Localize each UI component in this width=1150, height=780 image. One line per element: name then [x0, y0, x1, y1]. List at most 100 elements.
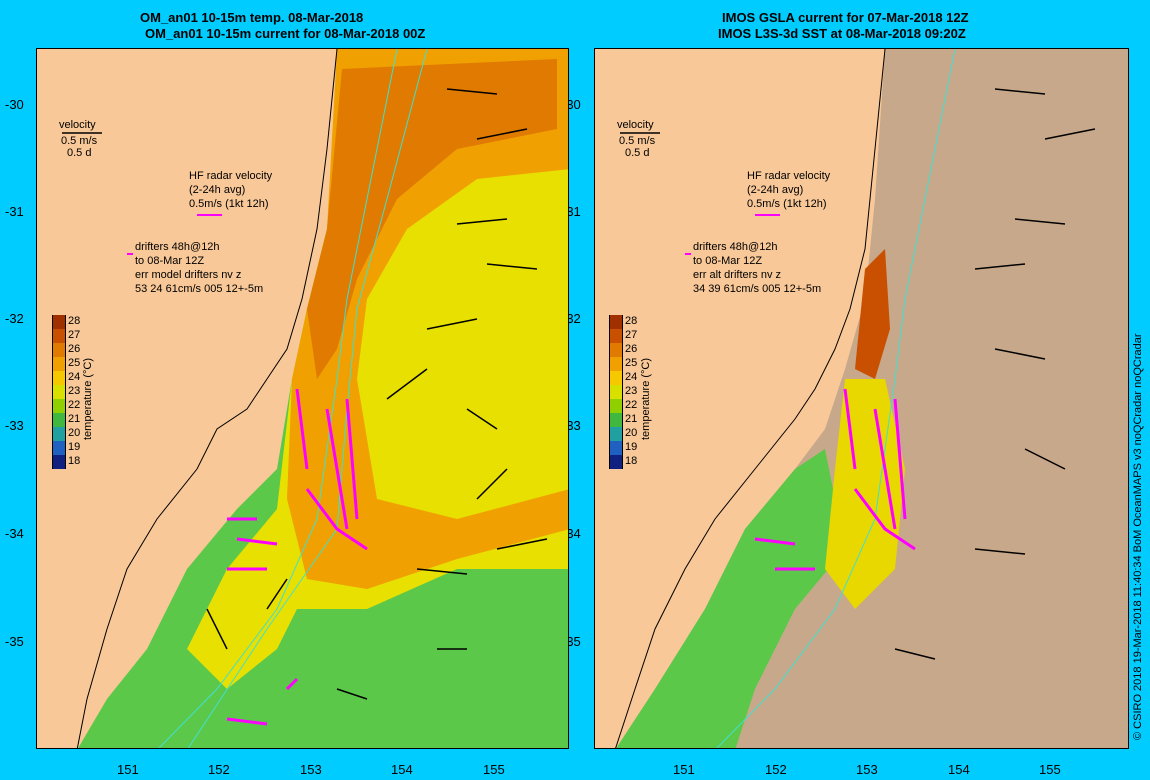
colorbar-swatch — [52, 357, 66, 371]
colorbar-label: 25 — [68, 357, 81, 369]
colorbar-label: 26 — [68, 343, 81, 355]
right-colorbar: 28 27 26 25 24 23 22 21 20 19 18 — [609, 315, 637, 469]
colorbar-label: 21 — [625, 413, 638, 425]
right-map-canvas — [595, 49, 1128, 748]
contour-line — [716, 49, 956, 748]
drifters-line3: err model drifters nv z — [135, 269, 242, 281]
drifters-line2: to 08-Mar 12Z — [693, 255, 763, 267]
hf-title: HF radar velocity — [189, 170, 273, 182]
ocean-green — [616, 449, 845, 748]
colorbar-label: 22 — [68, 399, 81, 411]
lon-label: 153 — [856, 762, 878, 777]
left-map-panel[interactable]: velocity 0.5 m/s 0.5 d HF radar velocity… — [36, 48, 569, 749]
credit-text: © CSIRO 2018 19-Mar-2018 11:40:34 BoM Oc… — [1132, 333, 1144, 740]
colorbar-label: 27 — [68, 329, 81, 341]
colorbar-label: 24 — [68, 371, 81, 383]
colorbar-swatch — [609, 371, 623, 385]
colorbar-label: 28 — [625, 315, 638, 327]
velocity-arrows — [206, 88, 548, 700]
velocity-label: velocity — [617, 119, 654, 131]
coastline — [76, 49, 338, 748]
drifters-line4: 53 24 61cm/s 005 12+-5m — [135, 283, 264, 295]
colorbar-label: 26 — [625, 343, 638, 355]
colorbar-swatch — [609, 315, 623, 329]
colorbar-label: 27 — [625, 329, 638, 341]
colorbar-swatch — [609, 413, 623, 427]
left-title-line2: OM_an01 10-15m current for 08-Mar-2018 0… — [145, 26, 426, 41]
hf-avg: (2-24h avg) — [189, 184, 246, 196]
colorbar-swatch — [52, 399, 66, 413]
lon-label: 154 — [391, 762, 413, 777]
drifters-line1: drifters 48h@12h — [135, 241, 220, 253]
coastline — [615, 49, 886, 748]
hf-scale: 0.5m/s (1kt 12h) — [747, 198, 827, 210]
drifters-line1: drifters 48h@12h — [693, 241, 778, 253]
lon-label: 151 — [117, 762, 139, 777]
right-map-panel[interactable]: velocity 0.5 m/s 0.5 d HF radar velocity… — [594, 48, 1129, 749]
lat-label: -32 — [5, 311, 24, 326]
velocity-days: 0.5 d — [625, 147, 650, 159]
ocean-hot — [855, 249, 890, 379]
lon-label: 153 — [300, 762, 322, 777]
right-colorbar-title: temperature (°C) — [640, 357, 652, 440]
colorbar-label: 21 — [68, 413, 81, 425]
lat-label: -31 — [5, 204, 24, 219]
ocean-hot — [307, 59, 557, 379]
colorbar-swatch — [52, 427, 66, 441]
lon-label: 152 — [765, 762, 787, 777]
colorbar-swatch — [52, 371, 66, 385]
colorbar-swatch — [52, 385, 66, 399]
velocity-days: 0.5 d — [67, 147, 92, 159]
lon-label: 151 — [673, 762, 695, 777]
contour-line — [158, 49, 398, 748]
lon-label: 152 — [208, 762, 230, 777]
colorbar-swatch — [52, 413, 66, 427]
colorbar-swatch — [52, 441, 66, 455]
colorbar-label: 25 — [625, 357, 638, 369]
colorbar-swatch — [52, 343, 66, 357]
drifter-tracks — [226, 388, 368, 726]
colorbar-swatch — [609, 427, 623, 441]
drifters-line3: err alt drifters nv z — [693, 269, 782, 281]
lat-label: -35 — [5, 634, 24, 649]
colorbar-label: 23 — [68, 385, 81, 397]
colorbar-swatch — [609, 329, 623, 343]
lat-label: -30 — [5, 97, 24, 112]
colorbar-label: 24 — [625, 371, 638, 383]
colorbar-swatch — [609, 455, 623, 469]
lon-label: 155 — [1039, 762, 1061, 777]
right-title-line1: IMOS GSLA current for 07-Mar-2018 12Z — [722, 10, 969, 25]
left-colorbar-title: temperature (°C) — [82, 357, 94, 440]
colorbar-swatch — [609, 441, 623, 455]
right-title-line2: IMOS L3S-3d SST at 08-Mar-2018 09:20Z — [718, 26, 966, 41]
colorbar-swatch — [609, 357, 623, 371]
colorbar-swatch — [52, 329, 66, 343]
left-map-canvas — [37, 49, 568, 748]
colorbar-label: 28 — [68, 315, 81, 327]
drifter-tracks — [754, 388, 916, 571]
velocity-scale: 0.5 m/s — [619, 135, 656, 147]
colorbar-label: 19 — [68, 441, 81, 453]
velocity-arrows — [894, 88, 1096, 660]
colorbar-label: 23 — [625, 385, 638, 397]
lon-label: 154 — [948, 762, 970, 777]
colorbar-label: 18 — [625, 455, 638, 467]
hf-title: HF radar velocity — [747, 170, 831, 182]
drifters-line2: to 08-Mar 12Z — [135, 255, 205, 267]
ocean-yellow — [825, 379, 905, 609]
hf-scale: 0.5m/s (1kt 12h) — [189, 198, 269, 210]
colorbar-label: 20 — [68, 427, 81, 439]
colorbar-swatch — [609, 343, 623, 357]
colorbar-swatch — [609, 385, 623, 399]
colorbar-swatch — [52, 315, 66, 329]
lat-label: -33 — [5, 418, 24, 433]
colorbar-swatch — [609, 399, 623, 413]
velocity-label: velocity — [59, 119, 96, 131]
lat-label: -34 — [5, 526, 24, 541]
drifters-line4: 34 39 61cm/s 005 12+-5m — [693, 283, 822, 295]
colorbar-label: 22 — [625, 399, 638, 411]
left-title-line1: OM_an01 10-15m temp. 08-Mar-2018 — [140, 10, 364, 25]
colorbar-label: 18 — [68, 455, 81, 467]
hf-avg: (2-24h avg) — [747, 184, 804, 196]
velocity-scale: 0.5 m/s — [61, 135, 98, 147]
